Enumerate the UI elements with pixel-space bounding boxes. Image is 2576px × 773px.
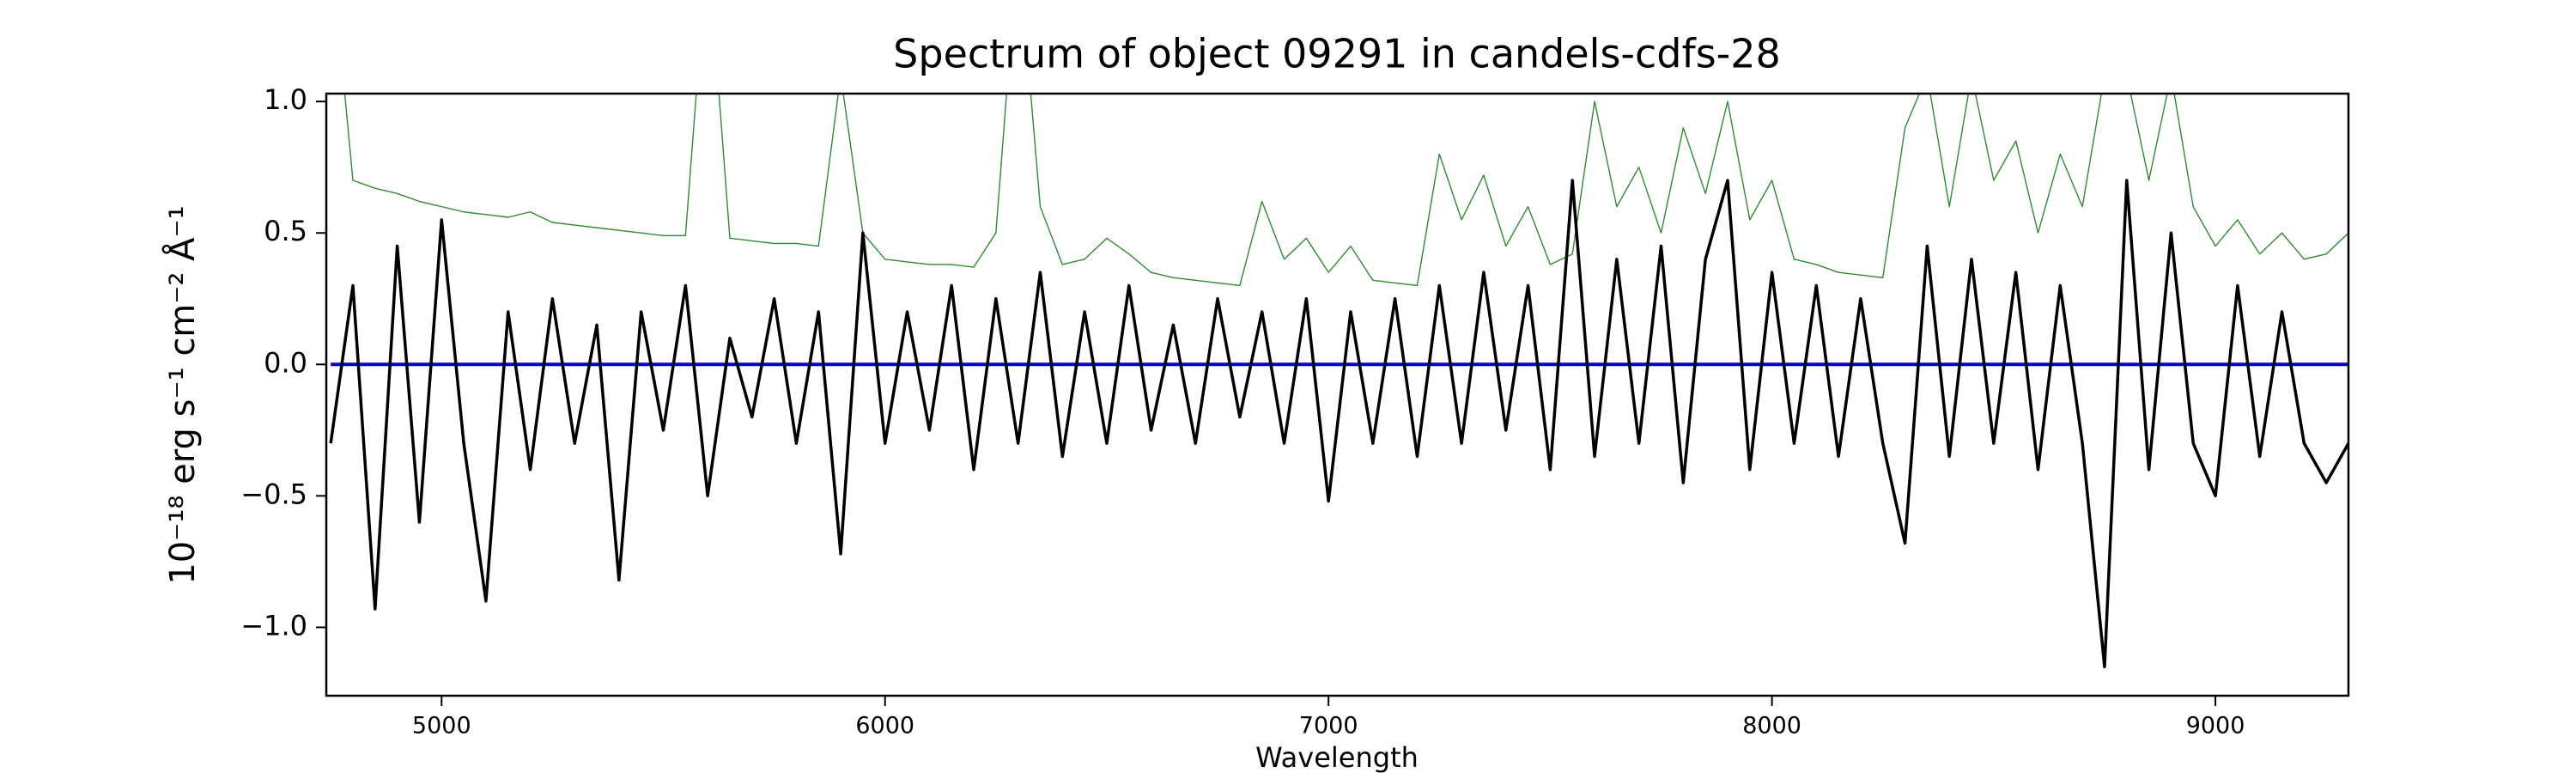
y-tick-label: 0.0 — [264, 346, 307, 379]
y-tick-label: −0.5 — [240, 478, 307, 510]
y-tick-label: −1.0 — [240, 609, 307, 642]
x-tick-label: 7000 — [1299, 713, 1358, 740]
chart-title: Spectrum of object 09291 in candels-cdfs… — [893, 31, 1781, 77]
x-tick-label: 8000 — [1742, 713, 1801, 740]
y-axis-label: 10⁻¹⁸ erg s⁻¹ cm⁻² Å⁻¹ — [161, 205, 203, 584]
y-tick-label: 1.0 — [264, 83, 307, 116]
y-tick-label: 0.5 — [264, 215, 307, 247]
x-tick-label: 5000 — [412, 713, 471, 740]
spectrum-line — [343, 94, 2348, 287]
x-tick-label: 6000 — [855, 713, 914, 740]
plot-lines — [329, 94, 2348, 669]
x-axis-label: Wavelength — [1255, 741, 1419, 773]
x-tick-label: 9000 — [2186, 713, 2245, 740]
plot-frame — [325, 92, 2350, 697]
spectrum-line — [329, 179, 2348, 669]
